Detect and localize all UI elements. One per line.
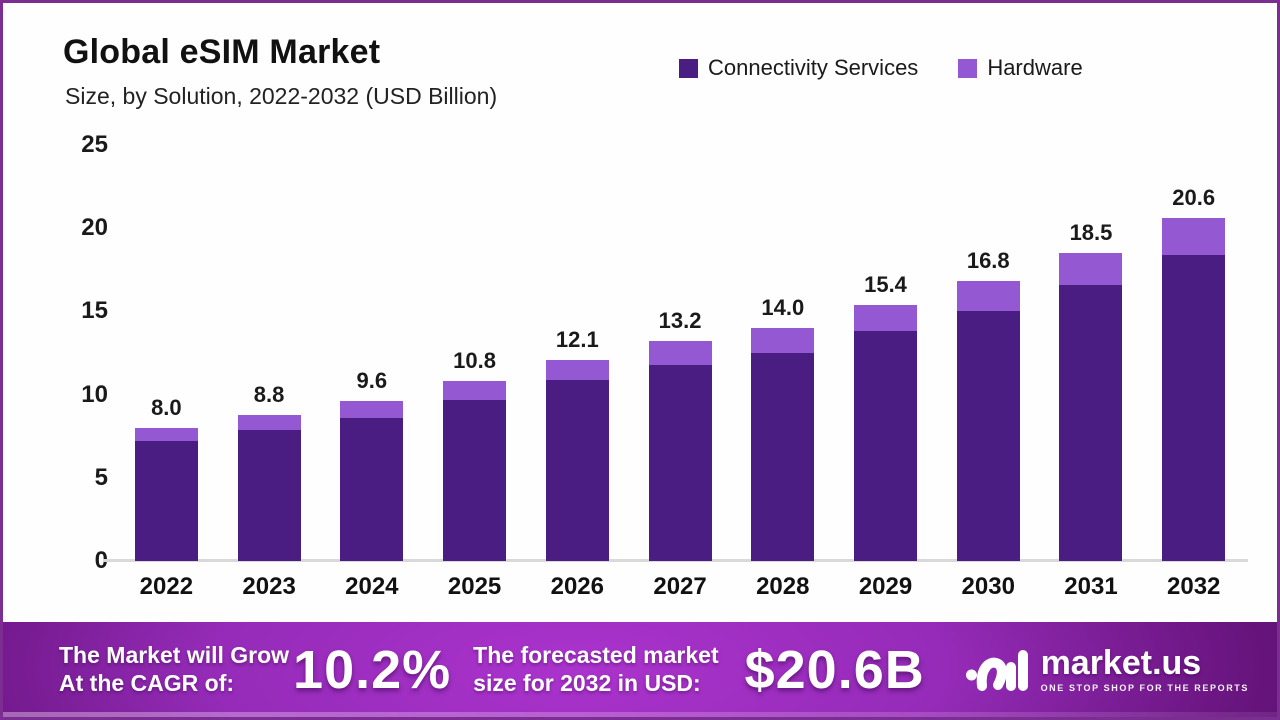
y-tick-label: 20 — [81, 214, 108, 242]
y-axis: 0 5 10 15 20 25 — [43, 3, 108, 623]
cagr-caption-line2: At the CAGR of: — [59, 669, 235, 696]
bar-segment-connectivity-services — [340, 417, 404, 561]
bar-stack — [648, 341, 712, 561]
bar-segment-hardware — [1162, 218, 1226, 255]
bar-total-label: 10.8 — [453, 348, 496, 374]
hardware-swatch-icon — [958, 58, 978, 78]
bar-total-label: 16.8 — [966, 248, 1010, 274]
bar-stack — [956, 281, 1020, 561]
bar-column-2024: 9.6 — [320, 145, 423, 561]
bar-segment-connectivity-services — [751, 353, 815, 561]
bar-stack — [1162, 218, 1226, 561]
bar-total-label: 18.5 — [1069, 220, 1113, 246]
bar-total-label: 20.6 — [1172, 185, 1216, 211]
bar-stack — [1059, 253, 1123, 561]
marketus-logo-text: market.us ONE STOP SHOP FOR THE REPORTS — [1041, 646, 1249, 693]
bar-column-2030: 16.8 — [937, 145, 1040, 561]
bar-segment-connectivity-services — [854, 331, 917, 561]
x-tick-label-2024: 2024 — [345, 573, 399, 600]
bar-total-label: 14.0 — [761, 295, 805, 321]
forecast-caption: The forecasted market size for 2032 in U… — [473, 642, 718, 697]
forecast-caption-line1: The forecasted market — [473, 641, 719, 668]
cagr-caption: The Market will Grow At the CAGR of: — [59, 642, 289, 697]
legend-label: Hardware — [987, 55, 1083, 80]
bar-stack — [237, 414, 301, 561]
marketus-logo: market.us ONE STOP SHOP FOR THE REPORTS — [965, 641, 1249, 699]
cagr-value: 10.2% — [293, 639, 452, 700]
x-tick-label-2032: 2032 — [1167, 573, 1221, 600]
bar-stack — [443, 381, 507, 561]
bar-stack — [134, 427, 198, 561]
page-title: Global eSIM Market — [63, 33, 381, 71]
y-tick-label: 25 — [81, 131, 108, 158]
x-tick-label-2026: 2026 — [550, 573, 604, 600]
bar-segment-hardware — [443, 381, 507, 400]
x-axis-labels: 2022 2023 2024 2025 2026 2027 2028 2029 2030 2031… — [115, 573, 1245, 601]
x-tick-label-2028: 2028 — [756, 573, 810, 600]
bar-segment-connectivity-services — [956, 311, 1020, 561]
bar-segment-connectivity-services — [237, 429, 301, 561]
bar-segment-connectivity-services — [134, 441, 198, 561]
bar-segment-hardware — [134, 427, 198, 442]
y-tick-label: 5 — [94, 463, 108, 491]
bar-column-2026: 12.1 — [526, 145, 629, 561]
legend-item-connectivity-services: Connectivity Services — [679, 55, 918, 81]
bar-segment-hardware — [1059, 253, 1123, 285]
bar-column-2031: 18.5 — [1040, 145, 1143, 561]
bar-column-2029: 15.4 — [834, 145, 937, 561]
y-tick-label: 10 — [81, 380, 108, 408]
bar-stack — [751, 328, 815, 561]
bar-stack — [545, 359, 609, 561]
legend: Connectivity Services Hardware — [679, 55, 1083, 81]
bar-column-2025: 10.8 — [423, 145, 526, 561]
bar-column-2028: 14.0 — [731, 145, 834, 561]
bar-segment-connectivity-services — [443, 399, 507, 561]
x-tick-label-2030: 2030 — [961, 573, 1015, 600]
bar-segment-connectivity-services — [648, 364, 712, 561]
bar-segment-hardware — [854, 304, 917, 332]
marketus-logo-name: market.us — [1040, 644, 1202, 682]
bar-stack — [854, 304, 917, 561]
bar-segment-hardware — [340, 401, 404, 418]
bar-column-2032: 20.6 — [1142, 145, 1245, 561]
cagr-caption-line1: The Market will Grow — [59, 641, 290, 668]
x-tick-label-2022: 2022 — [139, 573, 194, 600]
y-tick-label: 15 — [81, 297, 108, 325]
bar-column-2022: 8.0 — [115, 145, 218, 561]
bottom-banner: The Market will Grow At the CAGR of: 10.… — [3, 622, 1277, 717]
x-tick-label-2031: 2031 — [1064, 573, 1118, 600]
marketus-logo-tagline: ONE STOP SHOP FOR THE REPORTS — [1040, 683, 1249, 693]
bar-total-label: 8.8 — [253, 381, 285, 407]
bar-segment-connectivity-services — [1162, 254, 1226, 561]
bar-segment-hardware — [545, 359, 609, 380]
forecast-value: $20.6B — [744, 639, 925, 700]
bar-segment-hardware — [648, 341, 712, 365]
bar-total-label: 13.2 — [658, 308, 702, 334]
bar-segment-connectivity-services — [545, 379, 609, 561]
x-tick-label-2027: 2027 — [653, 573, 707, 600]
x-tick-label-2025: 2025 — [447, 573, 502, 600]
bar-column-2023: 8.8 — [218, 145, 321, 561]
bar-segment-hardware — [237, 414, 301, 430]
forecast-caption-line2: size for 2032 in USD: — [473, 669, 701, 696]
x-tick-label-2029: 2029 — [858, 573, 913, 600]
bar-stack — [340, 401, 404, 561]
bar-column-2027: 13.2 — [629, 145, 732, 561]
plot-area: 8.0 8.8 9.6 10.8 12.1 13.2 14.0 15.4 16.8 18.5 20.… — [115, 145, 1245, 561]
page-subtitle: Size, by Solution, 2022-2032 (USD Billio… — [65, 83, 498, 109]
legend-item-hardware: Hardware — [958, 55, 1083, 81]
bar-total-label: 9.6 — [356, 368, 388, 394]
bar-total-label: 8.0 — [151, 394, 182, 420]
x-tick-label-2023: 2023 — [242, 573, 296, 600]
marketus-logo-icon — [965, 649, 1028, 691]
bar-segment-connectivity-services — [1059, 284, 1123, 561]
y-tick-label: 0 — [94, 547, 108, 574]
bar-segment-hardware — [956, 281, 1020, 312]
bar-total-label: 12.1 — [555, 326, 599, 352]
bar-segment-hardware — [751, 328, 815, 353]
connectivity-services-swatch-icon — [679, 58, 698, 78]
bar-total-label: 15.4 — [864, 271, 907, 297]
legend-label: Connectivity Services — [708, 55, 919, 80]
